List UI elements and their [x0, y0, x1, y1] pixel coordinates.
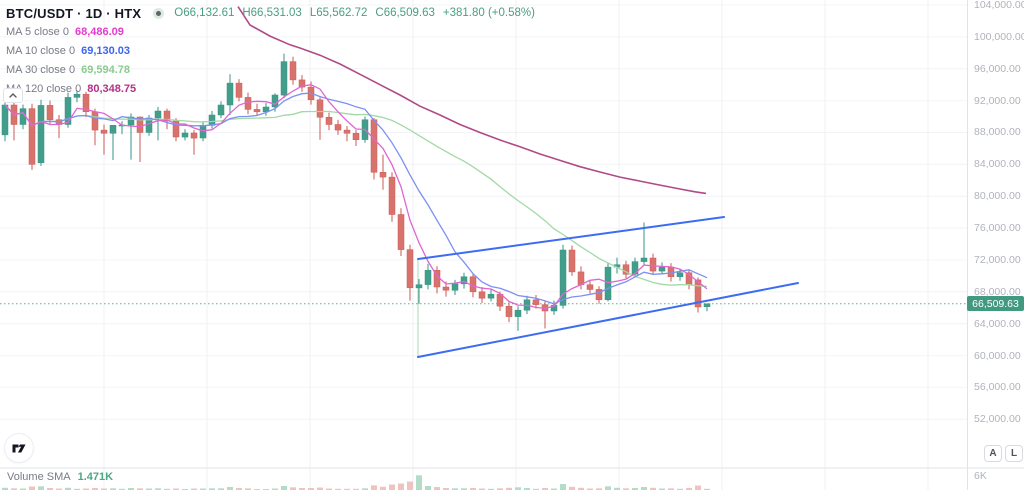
tv-logo-icon: [12, 444, 26, 453]
ma30-legend-row[interactable]: MA 30 close 0 69,594.78: [6, 60, 535, 79]
price-axis-tick: 96,000.00: [974, 62, 1021, 75]
price-axis-tick: 64,000.00: [974, 317, 1021, 330]
volume-axis-label: 6K: [974, 470, 987, 482]
tradingview-logo[interactable]: [5, 434, 33, 462]
chart-legend: BTC/USDT · 1D · HTX O66,132.61 H66,531.0…: [6, 4, 535, 98]
price-axis[interactable]: 66,509.63 6K A L 104,000.00 100,000.00 96,…: [967, 0, 1024, 490]
symbol-row[interactable]: BTC/USDT · 1D · HTX O66,132.61 H66,531.0…: [6, 4, 535, 22]
ma10-value: 69,130.03: [81, 44, 131, 57]
volume-legend-row[interactable]: Volume SMA 1.471K: [7, 471, 113, 483]
price-axis-tick: 88,000.00: [974, 126, 1021, 139]
ma120-value: 80,348.75: [87, 82, 137, 95]
auto-scale-button[interactable]: A: [984, 445, 1002, 462]
ma10-legend-row[interactable]: MA 10 close 0 69,130.03: [6, 41, 535, 60]
ohlc-close: C66,509.63: [375, 7, 435, 19]
symbol-title: BTC/USDT · 1D · HTX: [6, 5, 142, 21]
ma120-label: MA 120 close 0: [6, 82, 82, 95]
volume-sma-value: 1.471K: [77, 471, 114, 483]
price-axis-tick: 84,000.00: [974, 158, 1021, 171]
price-axis-tick: 100,000.00: [974, 30, 1024, 43]
ohlc-open: O66,132.61: [174, 7, 235, 19]
ma5-value: 68,486.09: [74, 25, 124, 38]
market-status-icon[interactable]: [153, 7, 165, 19]
price-axis-tick: 56,000.00: [974, 381, 1021, 394]
ma120-legend-row[interactable]: MA 120 close 0 80,348.75: [6, 79, 535, 98]
legend-collapse-button[interactable]: [3, 88, 23, 103]
ma5-label: MA 5 close 0: [6, 25, 69, 38]
ohlc-change: +381.80 (+0.58%): [442, 7, 535, 19]
price-axis-tick: 104,000.00: [974, 0, 1024, 11]
price-axis-tick: 60,000.00: [974, 349, 1021, 362]
log-scale-button[interactable]: L: [1005, 445, 1023, 462]
ma30-value: 69,594.78: [81, 63, 131, 76]
current-price-badge: 66,509.63: [967, 296, 1024, 312]
volume-sma-label: Volume SMA: [7, 471, 71, 483]
price-axis-tick: 80,000.00: [974, 190, 1021, 203]
chevron-up-icon: [9, 93, 17, 98]
ohlc-low: L65,562.72: [309, 7, 368, 19]
price-axis-tick: 68,000.00: [974, 285, 1021, 298]
ma10-label: MA 10 close 0: [6, 44, 76, 57]
price-axis-tick: 72,000.00: [974, 253, 1021, 266]
price-axis-tick: 76,000.00: [974, 222, 1021, 235]
price-axis-tick: 52,000.00: [974, 413, 1021, 426]
ma30-label: MA 30 close 0: [6, 63, 76, 76]
ma5-legend-row[interactable]: MA 5 close 0 68,486.09: [6, 22, 535, 41]
ohlc-values: O66,132.61 H66,531.03 L65,562.72 C66,509…: [174, 7, 535, 19]
price-axis-tick: 92,000.00: [974, 94, 1021, 107]
axis-scale-buttons: A L: [984, 445, 1023, 462]
ohlc-high: H66,531.03: [242, 7, 302, 19]
